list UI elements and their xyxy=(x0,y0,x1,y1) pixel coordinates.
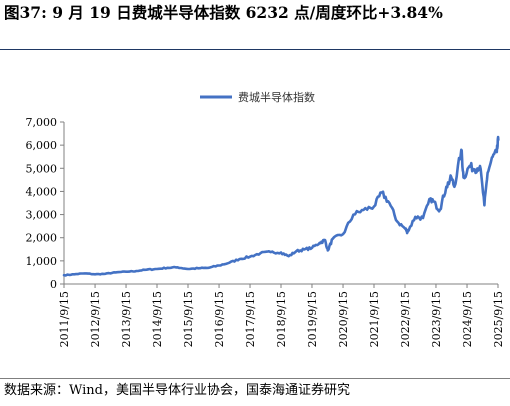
x-tick-label: 2022/9/15 xyxy=(399,291,412,347)
x-tick-label: 2011/9/15 xyxy=(58,291,71,347)
title-divider xyxy=(0,49,510,50)
x-tick-label: 2017/9/15 xyxy=(244,291,257,347)
y-tick-label: 6,000 xyxy=(26,139,58,152)
y-tick-label: 1,000 xyxy=(26,255,58,268)
x-tick-label: 2014/9/15 xyxy=(151,291,164,347)
y-tick-label: 7,000 xyxy=(26,116,58,129)
x-tick-label: 2016/9/15 xyxy=(213,291,226,347)
figure-title: 图37: 9 月 19 日费城半导体指数 6232 点/周度环比+3.84% xyxy=(4,3,443,22)
data-source-note: 数据来源：Wind，美国半导体行业协会，国泰海通证券研究 xyxy=(4,383,350,398)
y-tick-label: 3,000 xyxy=(26,209,58,222)
legend: 费城半导体指数 xyxy=(200,90,315,104)
source-divider xyxy=(0,378,510,379)
series-line-philadelphia-semiconductor-index xyxy=(62,135,500,277)
x-tick-label: 2024/9/15 xyxy=(461,291,474,347)
x-tick-label: 2019/9/15 xyxy=(306,291,319,347)
y-tick-label: 5,000 xyxy=(26,162,58,175)
y-tick-label: 2,000 xyxy=(26,232,58,245)
x-tick-label: 2025/9/15 xyxy=(492,291,505,347)
y-tick-label: 4,000 xyxy=(26,185,58,198)
y-tick-label: 0 xyxy=(50,278,57,291)
x-tick-label: 2012/9/15 xyxy=(89,291,102,347)
x-axis-ticks: 2011/9/15 2012/9/15 2013/9/15 2014/9/15 2015… xyxy=(58,284,505,347)
x-tick-label: 2015/9/15 xyxy=(182,291,195,347)
x-tick-label: 2013/9/15 xyxy=(120,291,133,347)
x-tick-label: 2023/9/15 xyxy=(430,291,443,347)
legend-label-philadelphia-semiconductor-index: 费城半导体指数 xyxy=(238,90,315,104)
x-tick-label: 2021/9/15 xyxy=(368,291,381,347)
x-tick-label: 2018/9/15 xyxy=(275,291,288,347)
line-chart: 费城半导体指数 0 1,000 2,000 3,000 4,000 5,000 6,000 7… xyxy=(26,90,506,347)
y-axis-ticks: 0 1,000 2,000 3,000 4,000 5,000 6,000 7,000 xyxy=(26,116,64,291)
x-tick-label: 2020/9/15 xyxy=(337,291,350,347)
